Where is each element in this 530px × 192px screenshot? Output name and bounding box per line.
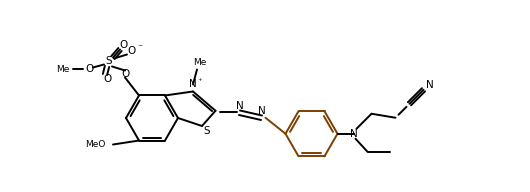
Text: MeO: MeO <box>85 140 105 149</box>
Text: ⁻: ⁻ <box>137 43 143 54</box>
Text: S: S <box>105 56 112 66</box>
Text: O: O <box>127 46 135 56</box>
Text: O: O <box>103 74 111 84</box>
Text: N: N <box>350 129 357 139</box>
Text: O: O <box>85 65 93 74</box>
Text: Me: Me <box>56 65 69 74</box>
Text: O: O <box>119 41 127 50</box>
Text: ⁺: ⁺ <box>198 77 202 86</box>
Text: N: N <box>236 101 243 111</box>
Text: S: S <box>204 126 210 136</box>
Text: O: O <box>121 70 129 79</box>
Text: N: N <box>189 79 197 89</box>
Text: Me: Me <box>193 58 207 67</box>
Text: N: N <box>426 80 434 90</box>
Text: N: N <box>258 106 266 116</box>
